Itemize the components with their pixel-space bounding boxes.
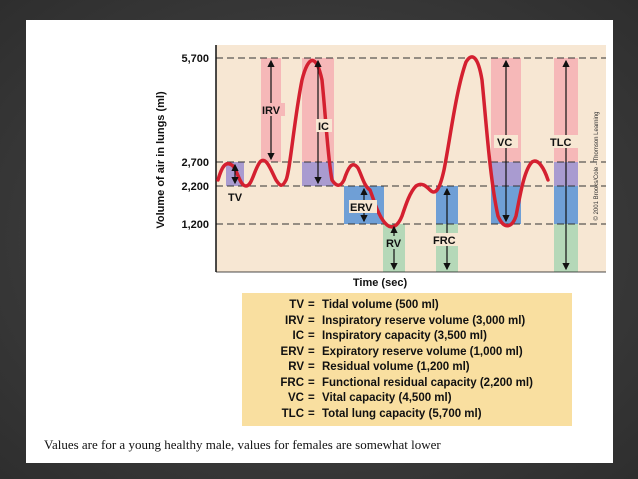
- tlc-label: TLC: [550, 137, 571, 149]
- ytick-1200: 1,200: [181, 219, 209, 231]
- legend-row: RV = Residual volume (1,200 ml): [242, 361, 572, 376]
- legend-row: TV = Tidal volume (500 ml): [242, 299, 572, 314]
- legend-row: IC = Inspiratory capacity (3,500 ml): [242, 330, 572, 345]
- legend-abbr: ERV: [280, 345, 304, 358]
- legend-desc: Functional residual capacity (2,200 ml): [322, 376, 533, 389]
- legend-row: IRV = Inspiratory reserve volume (3,000 ml…: [242, 315, 572, 330]
- legend-equals: =: [308, 361, 315, 373]
- legend-abbr: IRV: [285, 314, 304, 327]
- slide: 5,700 2,700 2,200 1,200 Volume of air in…: [26, 20, 613, 463]
- y-axis-label: Volume of air in lungs (ml): [155, 91, 167, 229]
- tv-label: TV: [228, 192, 243, 204]
- legend-equals: =: [308, 407, 315, 420]
- legend-box: TV = Tidal volume (500 ml) IRV = Inspiratory …: [242, 293, 572, 426]
- legend-row: ERV = Expiratory reserve volume (1,000 ml): [242, 346, 572, 361]
- ytick-5700: 5,700: [181, 53, 209, 65]
- erv-label: ERV: [350, 202, 373, 214]
- legend-desc: Residual volume (1,200 ml): [322, 361, 470, 373]
- legend-row: VC = Vital capacity (4,500 ml): [242, 392, 572, 407]
- legend-abbr: TLC: [281, 407, 304, 420]
- legend-abbr: RV: [288, 361, 304, 373]
- ytick-2700: 2,700: [181, 157, 209, 169]
- legend-desc: Inspiratory capacity (3,500 ml): [322, 330, 487, 342]
- legend-equals: =: [308, 345, 315, 358]
- ic-label: IC: [318, 121, 329, 133]
- legend-desc: Expiratory reserve volume (1,000 ml): [322, 345, 523, 358]
- legend-desc: Total lung capacity (5,700 ml): [322, 407, 482, 420]
- legend-equals: =: [308, 299, 315, 311]
- legend-desc: Vital capacity (4,500 ml): [322, 392, 452, 404]
- legend-desc: Inspiratory reserve volume (3,000 ml): [322, 314, 526, 327]
- legend-abbr: VC: [288, 392, 304, 404]
- legend-abbr: TV: [289, 299, 304, 311]
- legend-equals: =: [308, 314, 315, 327]
- footnote: Values are for a young healthy male, val…: [44, 437, 441, 452]
- ytick-2200: 2,200: [181, 181, 209, 193]
- x-axis-label: Time (sec): [353, 277, 408, 289]
- legend-abbr: FRC: [280, 376, 304, 389]
- legend-row: FRC = Functional residual capacity (2,200 …: [242, 377, 572, 392]
- vc-label: VC: [497, 137, 512, 149]
- legend-equals: =: [308, 376, 315, 389]
- irv-label: IRV: [262, 105, 281, 117]
- copyright-text: © 2001 Brooks/Cole - Thomson Learning: [593, 111, 600, 220]
- legend-equals: =: [308, 392, 315, 404]
- volume-trace: [216, 55, 550, 229]
- legend-row: TLC = Total lung capacity (5,700 ml): [242, 408, 572, 423]
- rv-label: RV: [386, 238, 402, 250]
- legend-equals: =: [308, 330, 315, 342]
- legend-desc: Tidal volume (500 ml): [322, 299, 439, 311]
- legend-abbr: IC: [292, 330, 305, 342]
- lung-volume-diagram: 5,700 2,700 2,200 1,200 Volume of air in…: [155, 45, 606, 289]
- frc-label: FRC: [433, 235, 456, 247]
